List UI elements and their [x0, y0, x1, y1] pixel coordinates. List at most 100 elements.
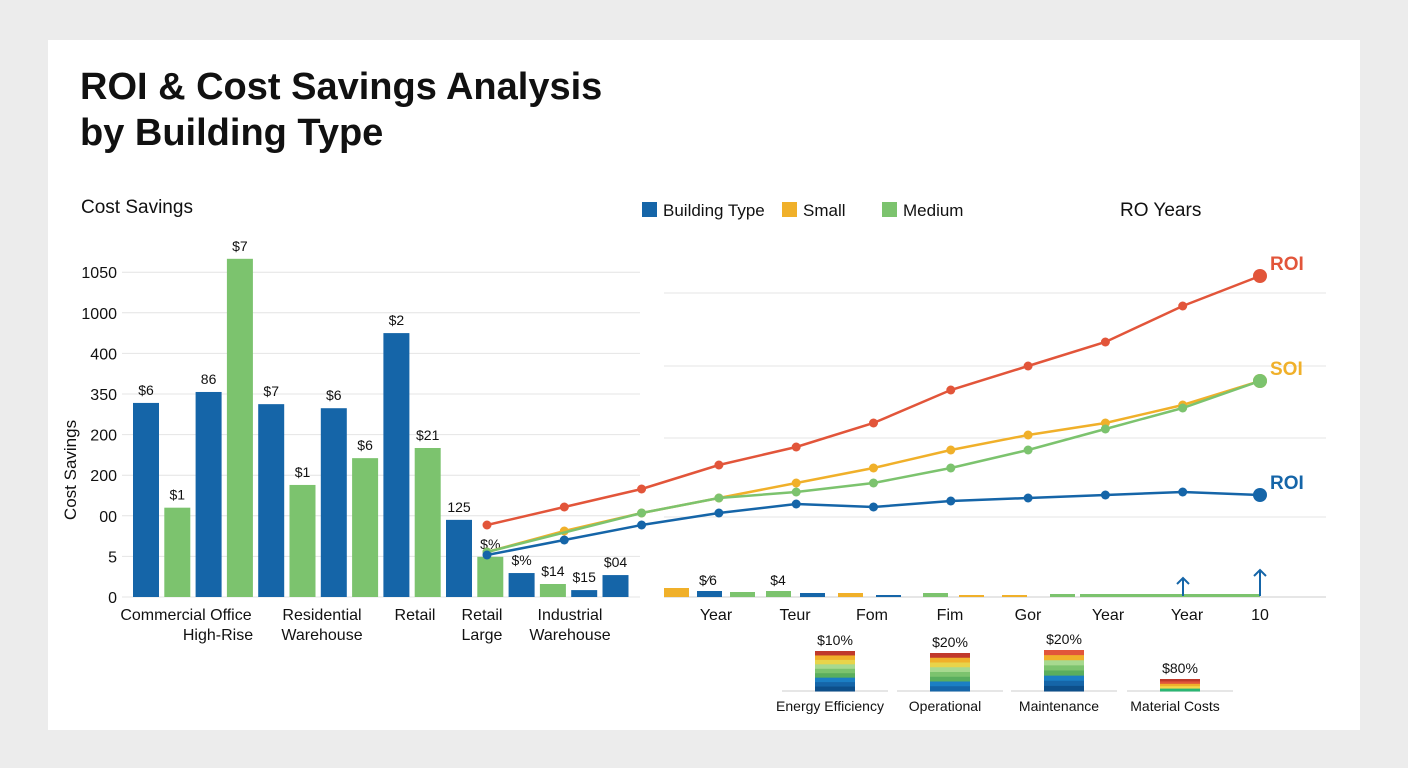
y-tick-label: 200	[90, 468, 117, 485]
data-point	[946, 445, 956, 455]
data-point	[1023, 493, 1033, 503]
small-bar-label: $4	[770, 572, 786, 588]
stack-segment	[1044, 680, 1084, 687]
stack-segment	[1044, 660, 1084, 666]
data-point	[791, 487, 801, 497]
x-tick-label: Teur	[779, 607, 811, 624]
stack-segment	[930, 653, 970, 659]
line-chart-title: RO Years	[1120, 200, 1201, 221]
stack-segment	[1160, 679, 1200, 682]
legend-swatch	[642, 202, 657, 217]
bar	[320, 408, 347, 597]
bar	[164, 507, 191, 597]
data-point	[869, 418, 878, 428]
small-bar	[766, 591, 791, 597]
data-point	[714, 460, 724, 470]
stack-segment	[1160, 681, 1200, 685]
stack-category-label: Maintenance	[1019, 698, 1099, 714]
data-point	[869, 502, 878, 512]
stack-segment	[930, 676, 970, 682]
stack-segment	[930, 681, 970, 687]
data-point	[714, 493, 724, 503]
data-point	[559, 502, 569, 512]
bar	[383, 333, 410, 597]
stack-segment	[1044, 685, 1084, 692]
data-point	[869, 478, 878, 488]
data-point	[1023, 430, 1033, 440]
stack-segment	[930, 662, 970, 668]
bar-value-label: $7	[263, 383, 279, 399]
stack-segment	[815, 664, 855, 670]
stack-segment	[815, 655, 855, 661]
x-category-label: Retail	[395, 607, 436, 624]
bar-value-label: 125	[447, 499, 471, 515]
page-title: ROI & Cost Savings Analysis by Building …	[80, 64, 720, 156]
legend-label: Building Type	[663, 201, 765, 220]
x-tick-label: Year	[1171, 607, 1204, 624]
stack-segment	[1044, 655, 1084, 661]
data-point	[1023, 445, 1033, 455]
stack-label: $10%	[817, 632, 853, 648]
bar	[539, 584, 566, 597]
small-bar	[838, 593, 863, 597]
series-end-label: ROI	[1270, 254, 1304, 275]
y-tick-label: 1050	[81, 265, 117, 282]
legend-swatch	[882, 202, 897, 217]
x-tick-label: Fim	[937, 607, 964, 624]
bar-value-label: $7	[232, 238, 248, 254]
bar	[289, 484, 316, 597]
stack-segment	[815, 668, 855, 674]
bar	[226, 258, 253, 597]
data-point	[1100, 490, 1110, 500]
bar	[352, 458, 379, 597]
stack-segment	[815, 659, 855, 665]
x-tick-label: Year	[700, 607, 733, 624]
series-end-label: SOI	[1270, 359, 1303, 380]
up-arrow-icon	[1253, 568, 1267, 596]
data-point	[637, 508, 647, 518]
stack-segment	[815, 651, 855, 656]
data-point	[1100, 337, 1110, 347]
small-bar	[800, 593, 825, 597]
bar	[571, 590, 598, 597]
data-point	[1253, 374, 1267, 388]
bar-value-label: $2	[389, 312, 405, 328]
data-point	[946, 496, 956, 506]
x-category-label: Industrial	[538, 607, 603, 624]
data-point	[714, 508, 724, 518]
y-tick-label: 200	[90, 428, 117, 445]
stack-segment	[930, 667, 970, 673]
stack-segment	[1160, 683, 1200, 687]
x-tick-label: 10	[1251, 607, 1269, 624]
title-line-2: by Building Type	[80, 112, 384, 154]
y-tick-label: 5	[108, 549, 117, 566]
bar-value-label: $6	[357, 437, 373, 453]
data-point	[791, 478, 801, 488]
stack-segment	[930, 657, 970, 663]
stack-segment	[1044, 675, 1084, 682]
data-point	[482, 520, 492, 530]
series-line	[486, 274, 1261, 527]
data-point	[1100, 424, 1110, 434]
stack-segment	[815, 673, 855, 679]
stack-label: $20%	[932, 634, 968, 650]
small-bar	[876, 595, 901, 597]
stack-category-label: Energy Efficiency	[776, 698, 884, 714]
bar	[477, 556, 504, 597]
bar	[195, 391, 222, 597]
title-line-1: ROI & Cost Savings Analysis	[80, 66, 603, 108]
stack-segment	[1044, 665, 1084, 671]
stack-segment	[815, 682, 855, 688]
data-point	[637, 520, 647, 530]
data-point	[1023, 361, 1033, 371]
small-bar	[664, 588, 689, 597]
stack-segment	[1160, 688, 1200, 692]
data-point	[791, 442, 801, 452]
x-category-label: High-Rise	[183, 627, 253, 644]
series-end-label: ROI	[1270, 473, 1304, 494]
small-bar	[923, 593, 948, 597]
y-tick-label: 0	[108, 590, 117, 607]
small-bar	[730, 592, 755, 597]
x-category-label: Warehouse	[529, 627, 610, 644]
small-bar	[959, 595, 984, 597]
